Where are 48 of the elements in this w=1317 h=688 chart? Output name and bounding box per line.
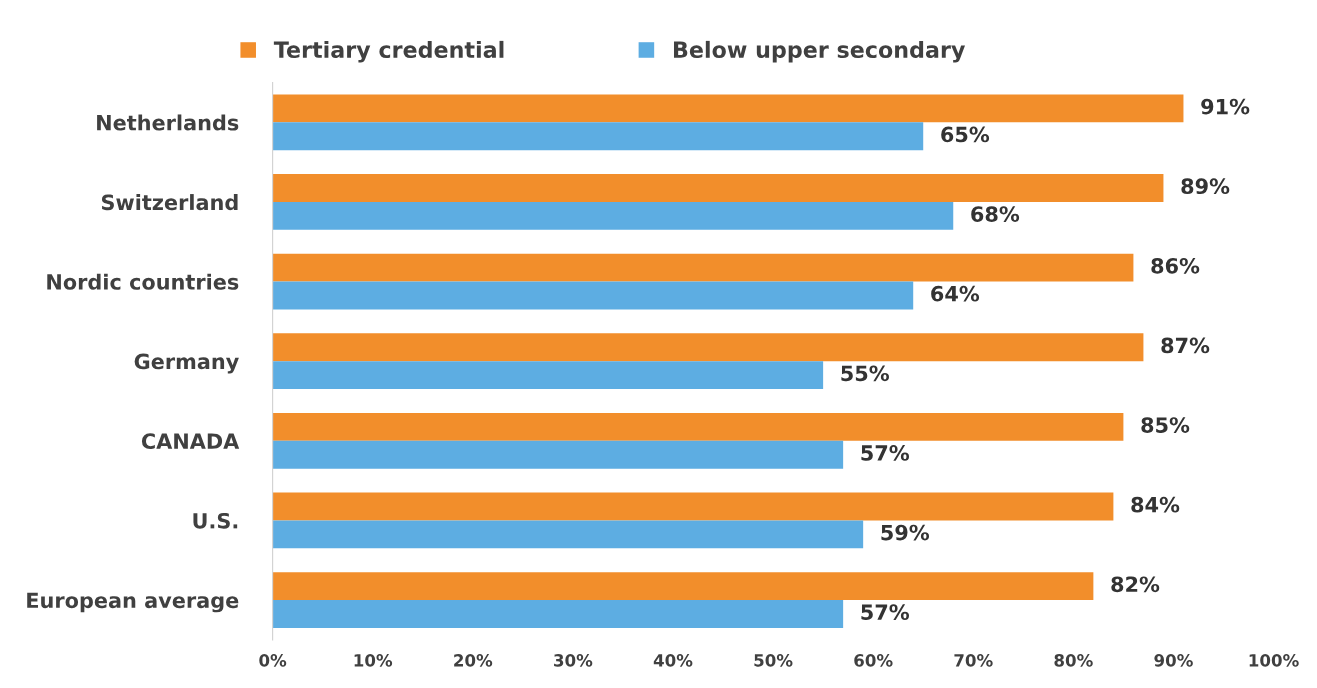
text: 91% (1201, 98, 1250, 115)
bar (272, 440, 844, 469)
bar (272, 412, 1124, 441)
bar (272, 174, 1164, 202)
text: 85% (1141, 417, 1190, 433)
bar (272, 94, 1184, 123)
bar (272, 122, 924, 151)
bar (272, 361, 824, 390)
text: 86% (1151, 257, 1200, 274)
x-tick-label: 0% (259, 654, 287, 667)
bar (272, 201, 954, 230)
text: 55% (841, 365, 889, 382)
legend-label: Below upper secondary (673, 40, 966, 63)
bar (272, 520, 864, 549)
text: 87% (1161, 337, 1210, 354)
bar (272, 253, 1134, 282)
x-tick-label: 30% (554, 654, 593, 667)
x-tick-label: 100% (1249, 654, 1299, 667)
legend-label: Tertiary credential (273, 40, 504, 63)
bar (272, 600, 844, 628)
y-tick-label: Germany (134, 353, 239, 374)
y-tick-label: European average (27, 592, 239, 613)
x-tick-label: 20% (454, 654, 493, 667)
x-tick-label: 10% (354, 654, 393, 667)
y-tick-label: CANADA (141, 433, 240, 450)
bar (272, 572, 1094, 601)
y-tick-label: Netherlands (97, 114, 239, 131)
text: 68% (971, 206, 1020, 222)
x-tick-label: 80% (1054, 654, 1093, 667)
text: 82% (1111, 576, 1160, 593)
y-tick-label: Nordic countries (47, 273, 239, 290)
bar (272, 281, 914, 310)
text: 84% (1131, 496, 1180, 513)
y-tick-label: U.S. (193, 512, 238, 529)
text: 59% (881, 524, 930, 541)
text: 65% (941, 126, 990, 143)
text: 57% (861, 604, 910, 621)
x-tick-label: 60% (854, 654, 893, 667)
text: 57% (861, 445, 910, 461)
x-tick-label: 40% (653, 654, 693, 667)
text: 64% (931, 285, 980, 302)
bar (272, 333, 1144, 362)
bar (272, 492, 1114, 521)
x-tick-label: 70% (954, 654, 993, 667)
x-tick-label: 50% (754, 654, 793, 667)
x-tick-label: 90% (1154, 654, 1193, 667)
text: 89% (1181, 178, 1230, 195)
y-tick-label: Switzerland (101, 194, 238, 211)
